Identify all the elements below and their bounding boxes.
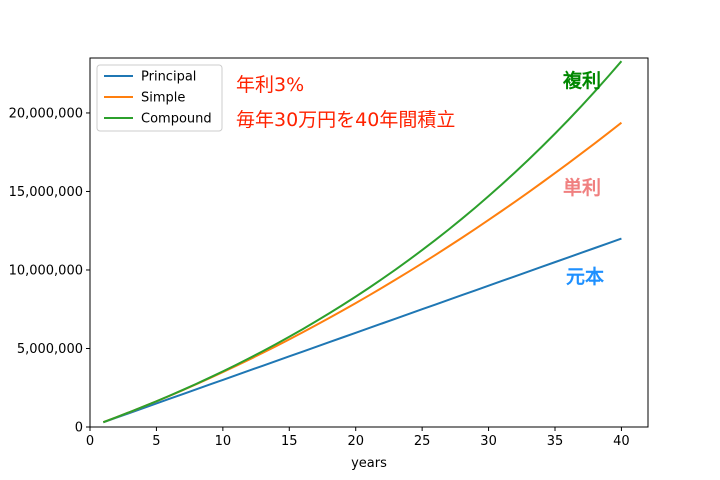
y-tick-label: 0 — [75, 421, 83, 436]
series-line-principal — [102, 237, 622, 424]
x-tick-label: 15 — [281, 434, 298, 449]
series-layer — [102, 60, 623, 424]
y-tick-label: 10,000,000 — [9, 263, 83, 278]
x-tick-label: 5 — [152, 434, 160, 449]
x-tick-label: 0 — [86, 434, 94, 449]
legend-label-principal: Principal — [141, 70, 196, 85]
legend-label-simple: Simple — [141, 91, 185, 106]
x-tick-label: 25 — [414, 434, 431, 449]
x-tick-label: 40 — [613, 434, 630, 449]
x-tick-label: 10 — [215, 434, 232, 449]
legend-label-compound: Compound — [141, 112, 212, 127]
y-tick-label: 20,000,000 — [9, 106, 83, 121]
annotation-simple: 単利 — [563, 176, 601, 199]
x-tick-label: 20 — [347, 434, 364, 449]
annotation-compound: 複利 — [562, 69, 601, 92]
y-tick-label: 15,000,000 — [9, 185, 83, 200]
x-tick-label: 30 — [480, 434, 497, 449]
x-axis-label: years — [351, 456, 387, 471]
annotation-principal: 元本 — [566, 265, 604, 288]
legend-box — [96, 64, 223, 132]
annotation-rate: 年利3% — [236, 74, 304, 96]
y-tick-label: 5,000,000 — [17, 342, 83, 357]
annotation-plan: 毎年30万円を40年間積立 — [236, 109, 455, 131]
y-axis-ticks: 0 5,000,000 10,000,000 15,000,000 20,000,000 — [9, 106, 90, 436]
x-tick-label: 35 — [547, 434, 564, 449]
x-axis-ticks: 0 5 10 15 20 25 30 35 40 — [86, 427, 630, 449]
legend: Principal Simple Compound — [96, 64, 223, 132]
series-line-compound — [102, 60, 623, 424]
